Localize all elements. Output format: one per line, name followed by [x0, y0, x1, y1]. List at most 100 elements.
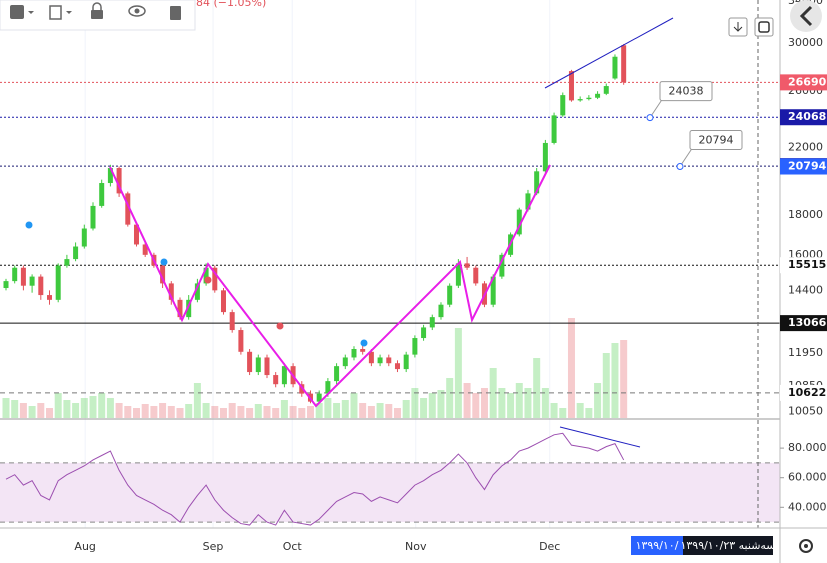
candle-body [212, 267, 218, 291]
volume-bar [280, 400, 288, 418]
rsi-trend-line [559, 426, 641, 448]
fullscreen-icon [758, 21, 770, 33]
icon-lock-shackle [92, 2, 102, 10]
icon-copy[interactable] [49, 5, 62, 20]
volume-bar [28, 406, 36, 418]
back-icon [799, 5, 813, 27]
legend-fragment: 84 (−1.05%) [196, 0, 266, 9]
volume-bar [228, 403, 236, 418]
candle-body [447, 285, 453, 305]
candle-body [577, 99, 583, 101]
volume-bar [2, 398, 10, 418]
callouts: 24038 20794 [646, 81, 743, 171]
settings-icon-center [804, 544, 808, 548]
candle-body [568, 71, 574, 101]
level-label: 24068 [788, 110, 826, 123]
volume-bar [219, 408, 227, 418]
volume-bar [411, 388, 419, 418]
volume-bar [559, 408, 567, 418]
candle-body [403, 354, 409, 370]
volume-bar [620, 340, 628, 418]
candle-body [612, 56, 618, 79]
date-full: سه‌شنبه ۱۳۹۹/۱۰/۲۳ [680, 539, 775, 552]
volume-bar [37, 403, 45, 418]
candle-body [255, 357, 261, 373]
callout-leader [679, 148, 693, 167]
callout-label: 24038 [669, 85, 704, 98]
volume-bar [333, 403, 341, 418]
volume-bar [150, 406, 158, 418]
icon-shape[interactable] [10, 5, 24, 19]
level-label: 15515 [788, 258, 826, 271]
candle-body [238, 330, 244, 352]
volume-bar [472, 393, 480, 418]
candle-body [90, 205, 96, 229]
level-label-box [780, 74, 827, 91]
volume-bar [63, 400, 71, 418]
x-tick-label: Aug [74, 540, 95, 553]
icon-lock[interactable] [91, 10, 103, 19]
callout-box [659, 81, 713, 102]
rsi-tick-label: 60.0000 [788, 471, 827, 484]
candle-body [316, 393, 322, 402]
marker [276, 322, 284, 330]
callout-leader [649, 99, 663, 118]
volume-bar [454, 328, 462, 418]
icon-eye[interactable] [128, 5, 146, 17]
candle-body [438, 304, 444, 318]
y-tick-label: 18000 [788, 208, 823, 221]
fullscreen-button[interactable] [754, 17, 774, 37]
volume-bar [585, 408, 593, 418]
level-label: 13066 [788, 316, 827, 329]
candle-body [360, 349, 366, 352]
volume-bar [385, 404, 393, 418]
icon-eye-pupil [134, 8, 140, 14]
candle-body [55, 265, 61, 300]
x-tick-label: Dec [539, 540, 560, 553]
x-tick-label: Oct [283, 540, 303, 553]
toolbar-icons [10, 2, 181, 20]
candle-body [229, 312, 235, 331]
volume-bar [272, 408, 280, 418]
volume-bar [393, 408, 401, 418]
candle-body [603, 86, 609, 94]
volume-bar [446, 378, 454, 418]
volume-bar [19, 403, 27, 418]
volume-bar [254, 404, 262, 418]
candle-body [464, 263, 470, 268]
volume [2, 318, 628, 418]
volume-bar [437, 390, 445, 418]
volume-bar [211, 406, 219, 418]
x-tick-label: Sep [203, 540, 224, 553]
icon-trash[interactable] [170, 6, 181, 20]
candle-body [116, 168, 122, 194]
volume-bar [550, 403, 558, 418]
candle-body [394, 363, 400, 370]
marker [204, 276, 212, 284]
volume-bar [315, 403, 323, 418]
settings-icon[interactable] [799, 539, 813, 553]
rsi-tick-label: 80.0000 [788, 441, 827, 454]
volume-bar [124, 406, 132, 418]
volume-bar [298, 408, 306, 418]
y-tick-label: 30000 [788, 36, 823, 49]
candle-body [47, 295, 53, 300]
date-box [683, 536, 773, 555]
level-label: 26690 [788, 75, 827, 88]
y-tick-label: 10050 [788, 405, 823, 418]
arrow-down [733, 22, 743, 32]
candle-body [273, 375, 279, 385]
dropdown[interactable] [28, 11, 34, 14]
candle-body [99, 183, 105, 206]
x-tick-label: Nov [405, 540, 427, 553]
dropdown[interactable] [66, 11, 72, 14]
volume-bar [428, 393, 436, 418]
rsi-tick-label: 40.0000 [788, 500, 827, 513]
volume-bar [350, 393, 358, 418]
back-button[interactable] [790, 0, 822, 32]
volume-bar [246, 408, 254, 418]
level-label: 20794 [788, 160, 827, 173]
trend-line [544, 17, 674, 89]
rsi-line [5, 432, 625, 526]
